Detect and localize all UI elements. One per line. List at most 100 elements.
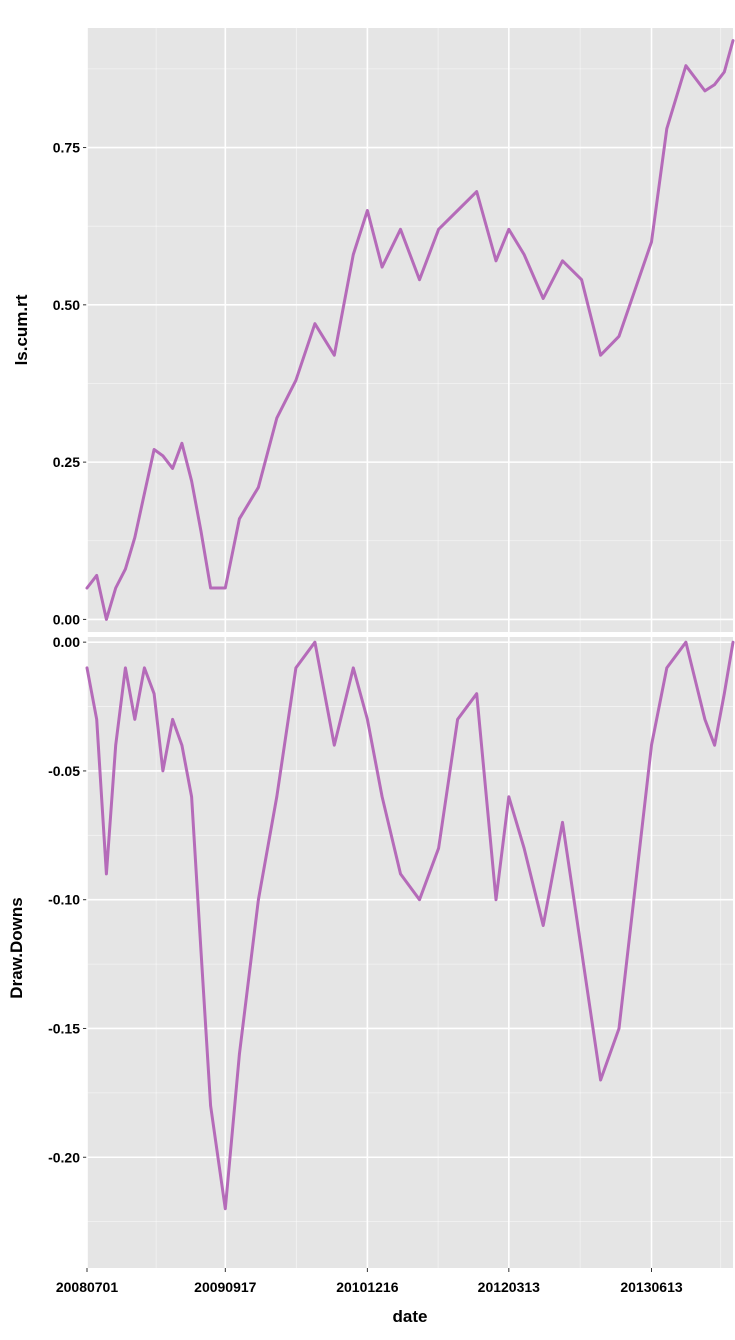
x-tick-label: 20120313: [478, 1279, 541, 1295]
series-point: [580, 950, 583, 953]
y-axis-title-draw-downs: Draw.Downs: [7, 897, 26, 998]
series-point: [257, 486, 260, 489]
series-point: [723, 70, 726, 74]
y-axis-title-ls-cum-rt: ls.cum.rt: [12, 294, 31, 365]
y-tick-label: -0.20: [48, 1149, 80, 1165]
x-tick-label: 20080701: [56, 1279, 119, 1295]
series-point: [124, 666, 127, 670]
y-tick-label: -0.15: [48, 1020, 80, 1036]
series-point: [561, 821, 564, 824]
series-point: [275, 795, 279, 798]
series-point: [224, 586, 227, 590]
series-point: [95, 718, 98, 721]
series-point: [617, 335, 621, 338]
series-point: [380, 265, 384, 269]
y-tick-label: 0.00: [53, 634, 80, 650]
series-point: [494, 259, 498, 262]
series-point: [171, 467, 174, 470]
series-point: [541, 924, 545, 927]
series-point: [599, 1078, 602, 1082]
series-point: [399, 228, 402, 231]
series-point: [152, 692, 156, 695]
series-point: [333, 743, 336, 747]
series-line: [85, 39, 735, 621]
series-point: [190, 795, 193, 798]
series-point: [665, 666, 669, 670]
series-point: [713, 743, 716, 747]
series-point: [684, 640, 688, 644]
series-point: [209, 1104, 212, 1107]
panel-cumulative-return: 0.00 0.25 0.50 0.75: [53, 28, 735, 632]
series-line: [85, 640, 735, 1211]
series-point: [617, 1027, 621, 1030]
series-point: [190, 479, 193, 483]
series-point: [161, 769, 165, 773]
series-point: [650, 240, 653, 244]
series-point: [684, 64, 688, 67]
series-point: [199, 950, 203, 953]
panel-background: [87, 28, 733, 632]
series-point: [224, 1207, 227, 1210]
series-point: [133, 536, 136, 539]
series-point: [133, 718, 136, 721]
series-point: [418, 278, 421, 281]
series-point: [731, 39, 735, 42]
series-point: [171, 718, 174, 721]
series-point: [650, 743, 653, 747]
y-tick-label: 0.75: [53, 140, 80, 156]
series-point: [366, 209, 369, 212]
series-point: [95, 574, 98, 577]
series-point: [475, 692, 478, 695]
x-tick-label: 20101216: [336, 1279, 399, 1295]
series-point: [238, 1053, 241, 1056]
series-point: [599, 353, 602, 357]
series-point: [294, 666, 298, 670]
panel-background: [87, 637, 733, 1268]
series-point: [275, 416, 279, 420]
series-point: [580, 278, 583, 281]
series-point: [507, 795, 511, 798]
y-tick-label: -0.10: [48, 892, 80, 908]
series-point: [114, 586, 117, 590]
series-point: [105, 872, 108, 876]
series-point: [257, 898, 260, 901]
series-point: [541, 297, 545, 300]
x-axis-title-date: date: [393, 1307, 428, 1326]
series-point: [313, 322, 317, 325]
series-point: [294, 379, 298, 382]
series-point: [665, 127, 669, 130]
series-point: [418, 898, 421, 901]
series-point: [180, 743, 184, 747]
series-point: [494, 898, 498, 901]
series-point: [143, 666, 146, 670]
series-point: [199, 530, 203, 533]
series-point: [352, 253, 355, 256]
series-point: [124, 567, 127, 571]
series-point: [561, 259, 564, 262]
y-tick-label: 0.00: [53, 611, 80, 627]
series-point: [352, 666, 355, 670]
series-point: [456, 718, 459, 721]
series-point: [522, 253, 526, 256]
series-point: [437, 228, 440, 231]
series-point: [731, 640, 735, 644]
panel-drawdowns: 0.00 -0.05 -0.10 -0.15 -0.20 20080701 20090917…: [48, 634, 735, 1295]
series-point: [366, 718, 369, 721]
series-point: [333, 353, 336, 357]
series-point: [399, 872, 402, 876]
y-tick-label: 0.25: [53, 454, 80, 470]
series-point: [507, 228, 511, 231]
y-tick-label: -0.05: [48, 763, 80, 779]
series-point: [209, 586, 212, 590]
series-point: [238, 517, 241, 520]
series-point: [522, 846, 526, 850]
series-point: [313, 640, 317, 644]
series-point: [114, 743, 117, 747]
series-point: [703, 89, 707, 93]
series-point: [475, 190, 478, 193]
x-tick-label: 20090917: [194, 1279, 257, 1295]
series-point: [161, 454, 165, 458]
series-point: [143, 492, 146, 495]
